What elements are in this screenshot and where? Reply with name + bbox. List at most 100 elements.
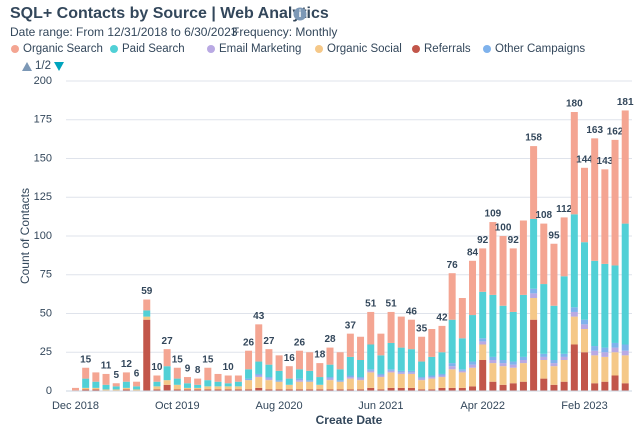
bar-segment bbox=[306, 370, 314, 381]
bar-segment bbox=[458, 387, 466, 391]
bar-segment bbox=[458, 338, 466, 370]
bar-segment bbox=[387, 387, 395, 391]
total-label: 112 bbox=[556, 204, 573, 215]
x-tick-label: Feb 2023 bbox=[561, 400, 607, 412]
bar-segment bbox=[224, 383, 232, 387]
bar-segment bbox=[621, 344, 629, 351]
bar-segment bbox=[316, 389, 324, 391]
bar-segment bbox=[448, 273, 456, 320]
y-tick-label: 150 bbox=[34, 152, 52, 164]
info-icon[interactable]: i bbox=[293, 7, 307, 21]
total-label: 12 bbox=[121, 359, 133, 370]
y-tick-label: 50 bbox=[40, 307, 52, 319]
bar-segment bbox=[92, 387, 100, 390]
bar-segment bbox=[519, 360, 527, 364]
bar-segment bbox=[407, 387, 415, 391]
bar-segment bbox=[418, 336, 426, 362]
bar-segment bbox=[163, 384, 171, 391]
bar-segment bbox=[489, 360, 497, 364]
bar-segment bbox=[173, 389, 181, 391]
bar-segment bbox=[163, 366, 171, 381]
bar-segment bbox=[316, 363, 324, 378]
bar-segment bbox=[489, 381, 497, 391]
bar-segment bbox=[265, 349, 273, 365]
bar-segment bbox=[357, 377, 365, 379]
legend-next[interactable] bbox=[54, 62, 64, 71]
bar-segment bbox=[346, 377, 354, 379]
bar-segment bbox=[540, 223, 548, 285]
bar-segment bbox=[479, 341, 487, 345]
bar-segment bbox=[530, 218, 538, 289]
bar-segment bbox=[428, 375, 436, 378]
bar-segment bbox=[489, 222, 497, 295]
bar-segment bbox=[530, 288, 538, 294]
bar-segment bbox=[499, 360, 507, 364]
bar-segment bbox=[530, 298, 538, 320]
bar-segment bbox=[306, 381, 314, 390]
bar-segment bbox=[448, 319, 456, 364]
bar-segment bbox=[255, 375, 263, 378]
total-label: 158 bbox=[525, 133, 542, 144]
bar-segment bbox=[377, 389, 385, 391]
bar-segment bbox=[295, 350, 303, 370]
bar-segment bbox=[316, 384, 324, 390]
bar-segment bbox=[173, 367, 181, 379]
bar-segment bbox=[591, 355, 599, 384]
bar-segment bbox=[326, 378, 334, 381]
bar-segment bbox=[112, 386, 120, 390]
total-label: 16 bbox=[284, 353, 296, 364]
legend-swatch bbox=[110, 45, 118, 53]
bar-segment bbox=[346, 356, 354, 376]
bar-segment bbox=[407, 372, 415, 374]
bar-segment bbox=[509, 311, 517, 362]
bar-segment bbox=[387, 370, 395, 373]
bar-segment bbox=[418, 361, 426, 378]
bar-segment bbox=[560, 356, 568, 360]
bar-segment bbox=[245, 389, 253, 391]
bar-segment bbox=[540, 356, 548, 360]
total-label: 5 bbox=[113, 370, 119, 381]
y-tick-label: 175 bbox=[34, 114, 52, 126]
bar-segment bbox=[550, 366, 558, 385]
bar-segment bbox=[601, 352, 609, 357]
bar-segment bbox=[183, 383, 191, 388]
bar-segment bbox=[133, 381, 141, 387]
bar-segment bbox=[479, 344, 487, 360]
bar-segment bbox=[601, 263, 609, 348]
bar-segment bbox=[336, 369, 344, 381]
legend-prev[interactable] bbox=[22, 62, 32, 71]
bar-segment bbox=[428, 389, 436, 391]
bar-segment bbox=[245, 369, 253, 379]
bar-segment bbox=[428, 377, 436, 379]
bar-segment bbox=[428, 356, 436, 376]
bar-segment bbox=[143, 310, 151, 317]
bar-segment bbox=[530, 293, 538, 298]
bar-segment bbox=[92, 381, 100, 388]
bar-segment bbox=[326, 380, 334, 390]
bar-segment bbox=[611, 375, 619, 391]
bar-segment bbox=[418, 389, 426, 391]
bar-segment bbox=[357, 378, 365, 381]
bar-segment bbox=[540, 378, 548, 391]
bar-segment bbox=[163, 380, 171, 385]
bar-segment bbox=[509, 383, 517, 391]
bar-segment bbox=[560, 360, 568, 382]
bar-segment bbox=[194, 387, 202, 390]
bar-segment bbox=[234, 381, 242, 387]
bar-segment bbox=[469, 386, 477, 391]
bar-segment bbox=[479, 291, 487, 339]
bar-segment bbox=[601, 169, 609, 264]
bar-segment bbox=[367, 387, 375, 391]
total-label: 35 bbox=[416, 323, 428, 334]
bar-segment bbox=[621, 223, 629, 345]
bar-segment bbox=[560, 276, 568, 354]
bar-segment bbox=[285, 389, 293, 391]
bar-segment bbox=[336, 380, 344, 382]
total-label: 108 bbox=[535, 210, 552, 221]
bar-segment bbox=[285, 366, 293, 379]
total-label: 27 bbox=[263, 336, 275, 347]
bar-segment bbox=[387, 311, 395, 343]
bar-segment bbox=[550, 243, 558, 306]
bar-segment bbox=[183, 377, 191, 384]
